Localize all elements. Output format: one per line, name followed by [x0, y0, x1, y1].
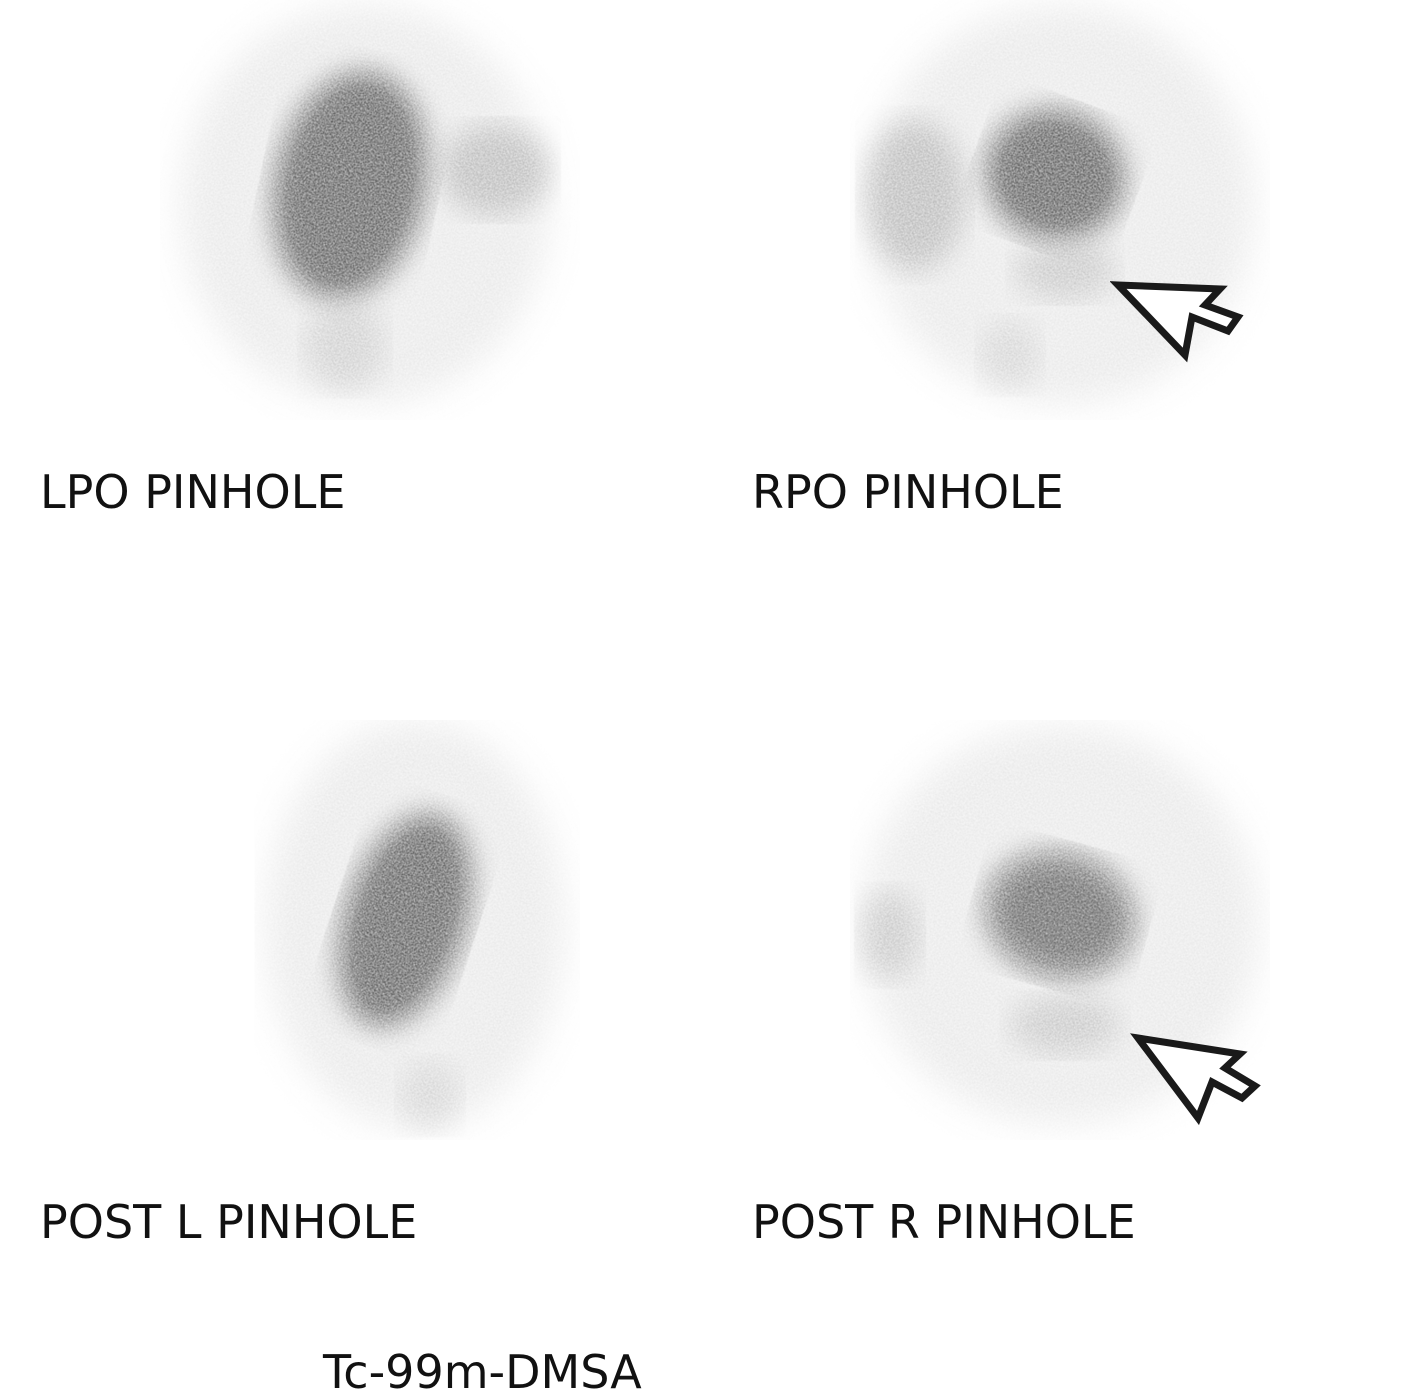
post-l-label: POST L PINHOLE [40, 1195, 418, 1249]
post-r-scan-image [850, 720, 1270, 1140]
post-r-label: POST R PINHOLE [752, 1195, 1136, 1249]
post-l-scan-image [250, 720, 580, 1140]
lpo-label: LPO PINHOLE [40, 465, 346, 519]
rpo-arrow-icon [1110, 275, 1250, 375]
lpo-scan-image [160, 0, 580, 420]
post-r-arrow-icon [1130, 1030, 1270, 1130]
rpo-label: RPO PINHOLE [752, 465, 1064, 519]
tracer-caption: Tc-99m-DMSA [323, 1345, 642, 1399]
